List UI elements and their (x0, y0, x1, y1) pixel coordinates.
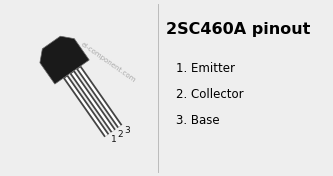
Text: 2. Collector: 2. Collector (176, 88, 244, 101)
Text: el-component.com: el-component.com (80, 41, 137, 83)
Text: 1: 1 (111, 135, 117, 144)
Text: 3. Base: 3. Base (176, 114, 220, 127)
Text: 3: 3 (124, 126, 130, 135)
Text: 2: 2 (118, 130, 123, 139)
Polygon shape (65, 77, 108, 136)
Polygon shape (76, 66, 122, 128)
Text: 1. Emitter: 1. Emitter (176, 62, 235, 75)
Polygon shape (63, 75, 109, 137)
Polygon shape (70, 70, 116, 133)
Text: 2SC460A pinout: 2SC460A pinout (166, 22, 310, 37)
Polygon shape (72, 72, 114, 132)
Polygon shape (78, 68, 121, 127)
Polygon shape (40, 36, 89, 84)
